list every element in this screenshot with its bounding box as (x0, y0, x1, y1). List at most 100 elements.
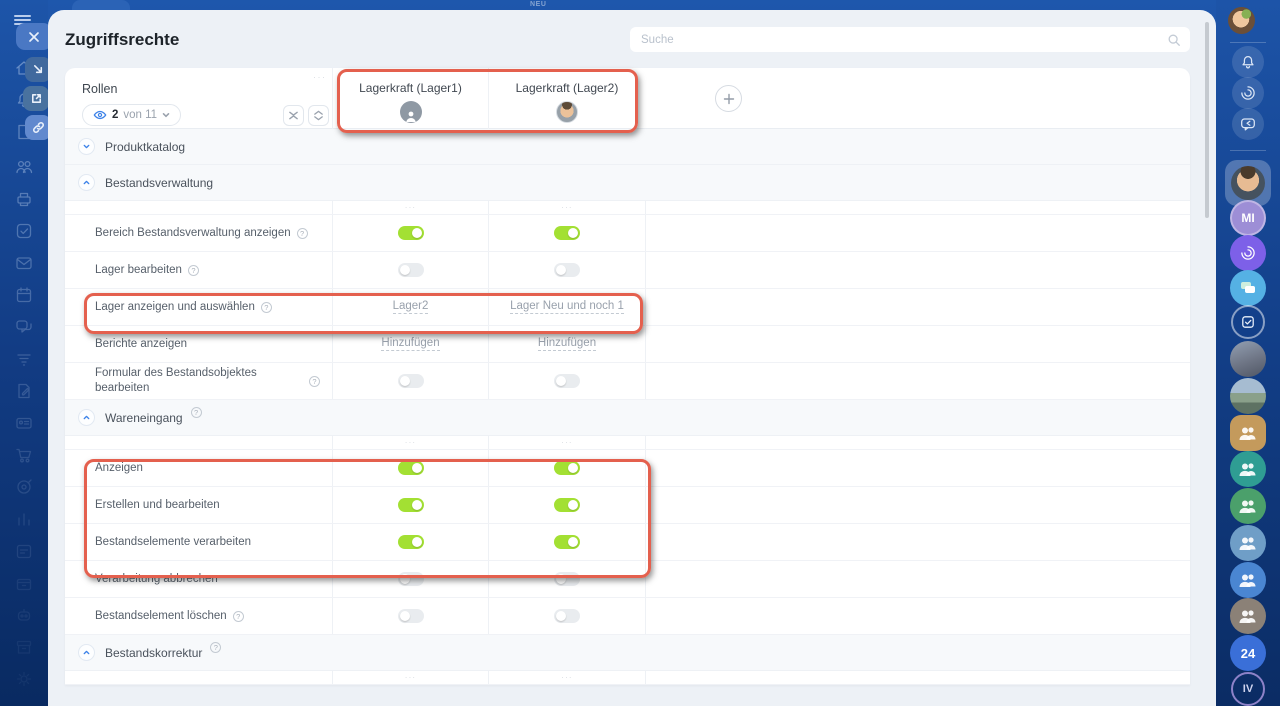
group-chat-avatar[interactable] (1230, 451, 1266, 487)
inventory-box-icon[interactable] (14, 573, 34, 593)
permission-toggle[interactable] (554, 535, 580, 549)
chat-bubbles-icon[interactable] (1230, 270, 1266, 306)
table-row: Anzeigen (65, 450, 1190, 487)
target-icon[interactable] (14, 477, 34, 497)
robot-icon[interactable] (14, 605, 34, 625)
funnel-icon[interactable] (14, 349, 34, 369)
permission-toggle[interactable] (397, 461, 424, 475)
group-chat-avatar[interactable] (1230, 488, 1266, 524)
permission-toggle[interactable] (554, 572, 580, 586)
role-column-header[interactable]: ··· Lagerkraft (Lager1) (332, 66, 488, 129)
permission-label: Anzeigen (95, 461, 143, 474)
section-row-bestandskorrektur[interactable]: Bestandskorrektur ? (65, 635, 1190, 671)
permission-toggle[interactable] (554, 263, 580, 277)
employees-icon[interactable] (14, 157, 34, 177)
help-icon[interactable]: ? (187, 264, 199, 276)
permission-toggle[interactable] (554, 498, 580, 512)
group-chat-avatar[interactable] (1230, 562, 1266, 598)
notifications-bell-icon[interactable] (1232, 46, 1264, 78)
table-header: Rollen 2 von 11 ··· ··· Lagerkraft (Lage… (65, 66, 1190, 129)
expand-all-button[interactable] (308, 105, 329, 126)
permission-label: Bestandselement löschen (95, 609, 227, 622)
collapse-all-button[interactable] (283, 105, 304, 126)
role-name: Lagerkraft (Lager1) (359, 81, 462, 95)
close-button[interactable] (16, 23, 52, 50)
help-icon[interactable]: ? (190, 407, 202, 418)
table-row: Berichte anzeigen Hinzufügen Hinzufügen (65, 326, 1190, 363)
spiral-logo-icon[interactable] (1232, 77, 1264, 109)
cart-icon[interactable] (14, 445, 34, 465)
help-icon[interactable]: ? (296, 227, 308, 239)
table-row: Lager bearbeiten? (65, 252, 1190, 289)
chat-avatar-iv[interactable]: IV (1231, 672, 1265, 706)
roles-filter-dropdown[interactable]: 2 von 11 (82, 104, 182, 126)
permission-toggle[interactable] (397, 263, 424, 277)
section-row-produktkatalog[interactable]: Produktkatalog (65, 129, 1190, 165)
divider (1230, 150, 1266, 151)
mail-icon[interactable] (14, 253, 34, 273)
value-dropdown[interactable]: Lager Neu und noch 1 (510, 300, 624, 314)
role-name: Lagerkraft (Lager2) (515, 81, 619, 95)
chevron-up-icon (78, 644, 95, 661)
table-row: Verarbeitung abbrechen (65, 561, 1190, 598)
bar-chart-icon[interactable] (14, 509, 34, 529)
add-value-link[interactable]: Hinzufügen (537, 337, 597, 351)
section-row-wareneingang[interactable]: Wareneingang ? (65, 400, 1190, 436)
schedule-icon[interactable] (14, 541, 34, 561)
active-chat-avatar[interactable] (1225, 160, 1271, 206)
permission-toggle[interactable] (397, 374, 424, 388)
group-chat-avatar[interactable] (1230, 598, 1266, 634)
man-avatar (1231, 166, 1265, 200)
external-link-icon[interactable] (23, 86, 49, 111)
table-row: Erstellen und bearbeiten (65, 487, 1190, 524)
id-card-icon[interactable] (14, 413, 34, 433)
tasks-bot-icon[interactable] (1231, 305, 1265, 339)
user-avatar[interactable] (1228, 7, 1255, 34)
chat-avatar-mi[interactable]: MI (1230, 200, 1266, 236)
group-chat-avatar[interactable] (1230, 525, 1266, 561)
tasks-icon[interactable] (14, 221, 34, 241)
filter-count: 2 (112, 109, 119, 121)
permission-label: Lager bearbeiten (95, 263, 182, 276)
search-input[interactable] (630, 33, 1167, 46)
value-dropdown[interactable]: Lager2 (392, 300, 429, 314)
help-icon[interactable]: ? (260, 301, 272, 313)
collapse-slider-icon[interactable] (25, 57, 51, 82)
permission-toggle[interactable] (397, 535, 424, 549)
help-icon[interactable]: ? (210, 642, 222, 653)
scrollbar[interactable] (1205, 22, 1209, 218)
permission-toggle[interactable] (554, 609, 580, 623)
chat-history-icon[interactable] (1232, 108, 1264, 140)
messenger-icon[interactable] (14, 317, 34, 337)
permission-toggle[interactable] (554, 226, 580, 240)
group-chat-avatar[interactable] (1230, 415, 1266, 451)
permission-toggle[interactable] (397, 609, 424, 623)
document-edit-icon[interactable] (14, 381, 34, 401)
printer-icon[interactable] (14, 189, 34, 209)
chat-avatar-photo[interactable] (1230, 341, 1266, 377)
copilot-spiral-icon[interactable] (1230, 235, 1266, 271)
archive-icon[interactable] (14, 637, 34, 657)
gear-icon[interactable] (14, 669, 34, 689)
permission-toggle[interactable] (554, 461, 580, 475)
help-icon[interactable]: ? (232, 610, 244, 622)
permission-toggle[interactable] (397, 498, 424, 512)
add-role-button[interactable] (715, 85, 742, 112)
permission-label: Berichte anzeigen (95, 337, 188, 350)
copy-link-icon[interactable] (25, 115, 51, 140)
role-avatar-photo (556, 101, 578, 123)
add-value-link[interactable]: Hinzufügen (381, 337, 440, 351)
chat-avatar-photo[interactable] (1230, 378, 1266, 414)
chat-badge-24[interactable]: 24 (1230, 635, 1266, 671)
permission-label: Erstellen und bearbeiten (95, 498, 220, 511)
permission-toggle[interactable] (397, 572, 424, 586)
permission-toggle[interactable] (397, 226, 424, 240)
permission-label: Lager anzeigen und auswählen (95, 300, 255, 313)
section-row-bestandsverwaltung[interactable]: Bestandsverwaltung (65, 165, 1190, 201)
permission-toggle[interactable] (554, 374, 580, 388)
permission-label: Bereich Bestandsverwaltung anzeigen (95, 226, 291, 239)
role-column-header[interactable]: ··· Lagerkraft (Lager2) (488, 66, 645, 129)
messenger-sidebar: MI 24 IV (1216, 0, 1280, 706)
help-icon[interactable]: ? (309, 375, 320, 387)
calendar-icon[interactable] (14, 285, 34, 305)
